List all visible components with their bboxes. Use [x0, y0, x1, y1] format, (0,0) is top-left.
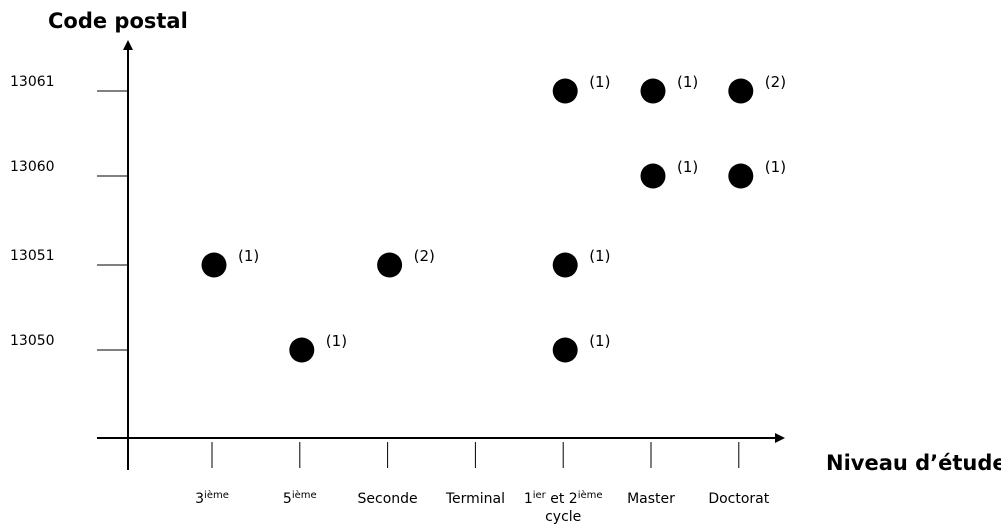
point: [552, 252, 578, 278]
point-label: (1): [677, 73, 698, 91]
point-label: (1): [589, 332, 610, 350]
x-tick-label-part: 3: [195, 491, 204, 507]
point: [728, 163, 754, 189]
x-tick-label: 5ième: [283, 489, 317, 508]
point-label: (1): [589, 247, 610, 265]
y-axis-title: Code postal: [48, 9, 188, 33]
point: [377, 252, 403, 278]
point: [728, 78, 754, 104]
point: [289, 337, 315, 363]
point: [201, 252, 227, 278]
x-tick-label: Doctorat: [708, 491, 769, 507]
x-axis-title: Niveau d’étude: [826, 451, 1001, 475]
x-tick-label-part: Doctorat: [708, 491, 769, 507]
y-tick-label: 13060: [10, 159, 55, 175]
point: [640, 163, 666, 189]
x-tick-label-part: ième: [578, 489, 603, 501]
point-label: (1): [326, 332, 347, 350]
x-tick-label: Seconde: [358, 491, 418, 507]
x-tick-label-part: ième: [204, 489, 229, 501]
x-tick-label-part: ième: [292, 489, 317, 501]
y-tick-label: 13050: [10, 333, 55, 349]
point: [640, 78, 666, 104]
y-tick-label: 13061: [10, 74, 55, 90]
x-tick-label: 3ième: [195, 489, 229, 508]
x-tick-label-part: ier: [533, 490, 547, 501]
x-tick-label-part: Seconde: [358, 491, 418, 507]
point-label: (2): [414, 247, 435, 265]
point-label: (1): [238, 247, 259, 265]
point-label: (1): [589, 73, 610, 91]
x-tick-label-part: 1: [524, 491, 533, 507]
point-label: (1): [765, 158, 786, 176]
x-tick-label-part: cycle: [545, 509, 581, 525]
x-tick-label: Terminal: [445, 491, 505, 507]
x-tick-label-part: Terminal: [445, 491, 505, 507]
x-tick-label-part: et 2: [546, 491, 578, 507]
x-tick-label: 1ier et 2ième cycle: [524, 489, 603, 526]
x-tick-label-part: Master: [627, 491, 675, 507]
x-tick-label-part: 5: [283, 491, 292, 507]
point-label: (2): [765, 73, 786, 91]
point-label: (1): [677, 158, 698, 176]
x-tick-label: Master: [627, 491, 675, 507]
point: [552, 78, 578, 104]
y-tick-label: 13051: [10, 248, 55, 264]
point: [552, 337, 578, 363]
